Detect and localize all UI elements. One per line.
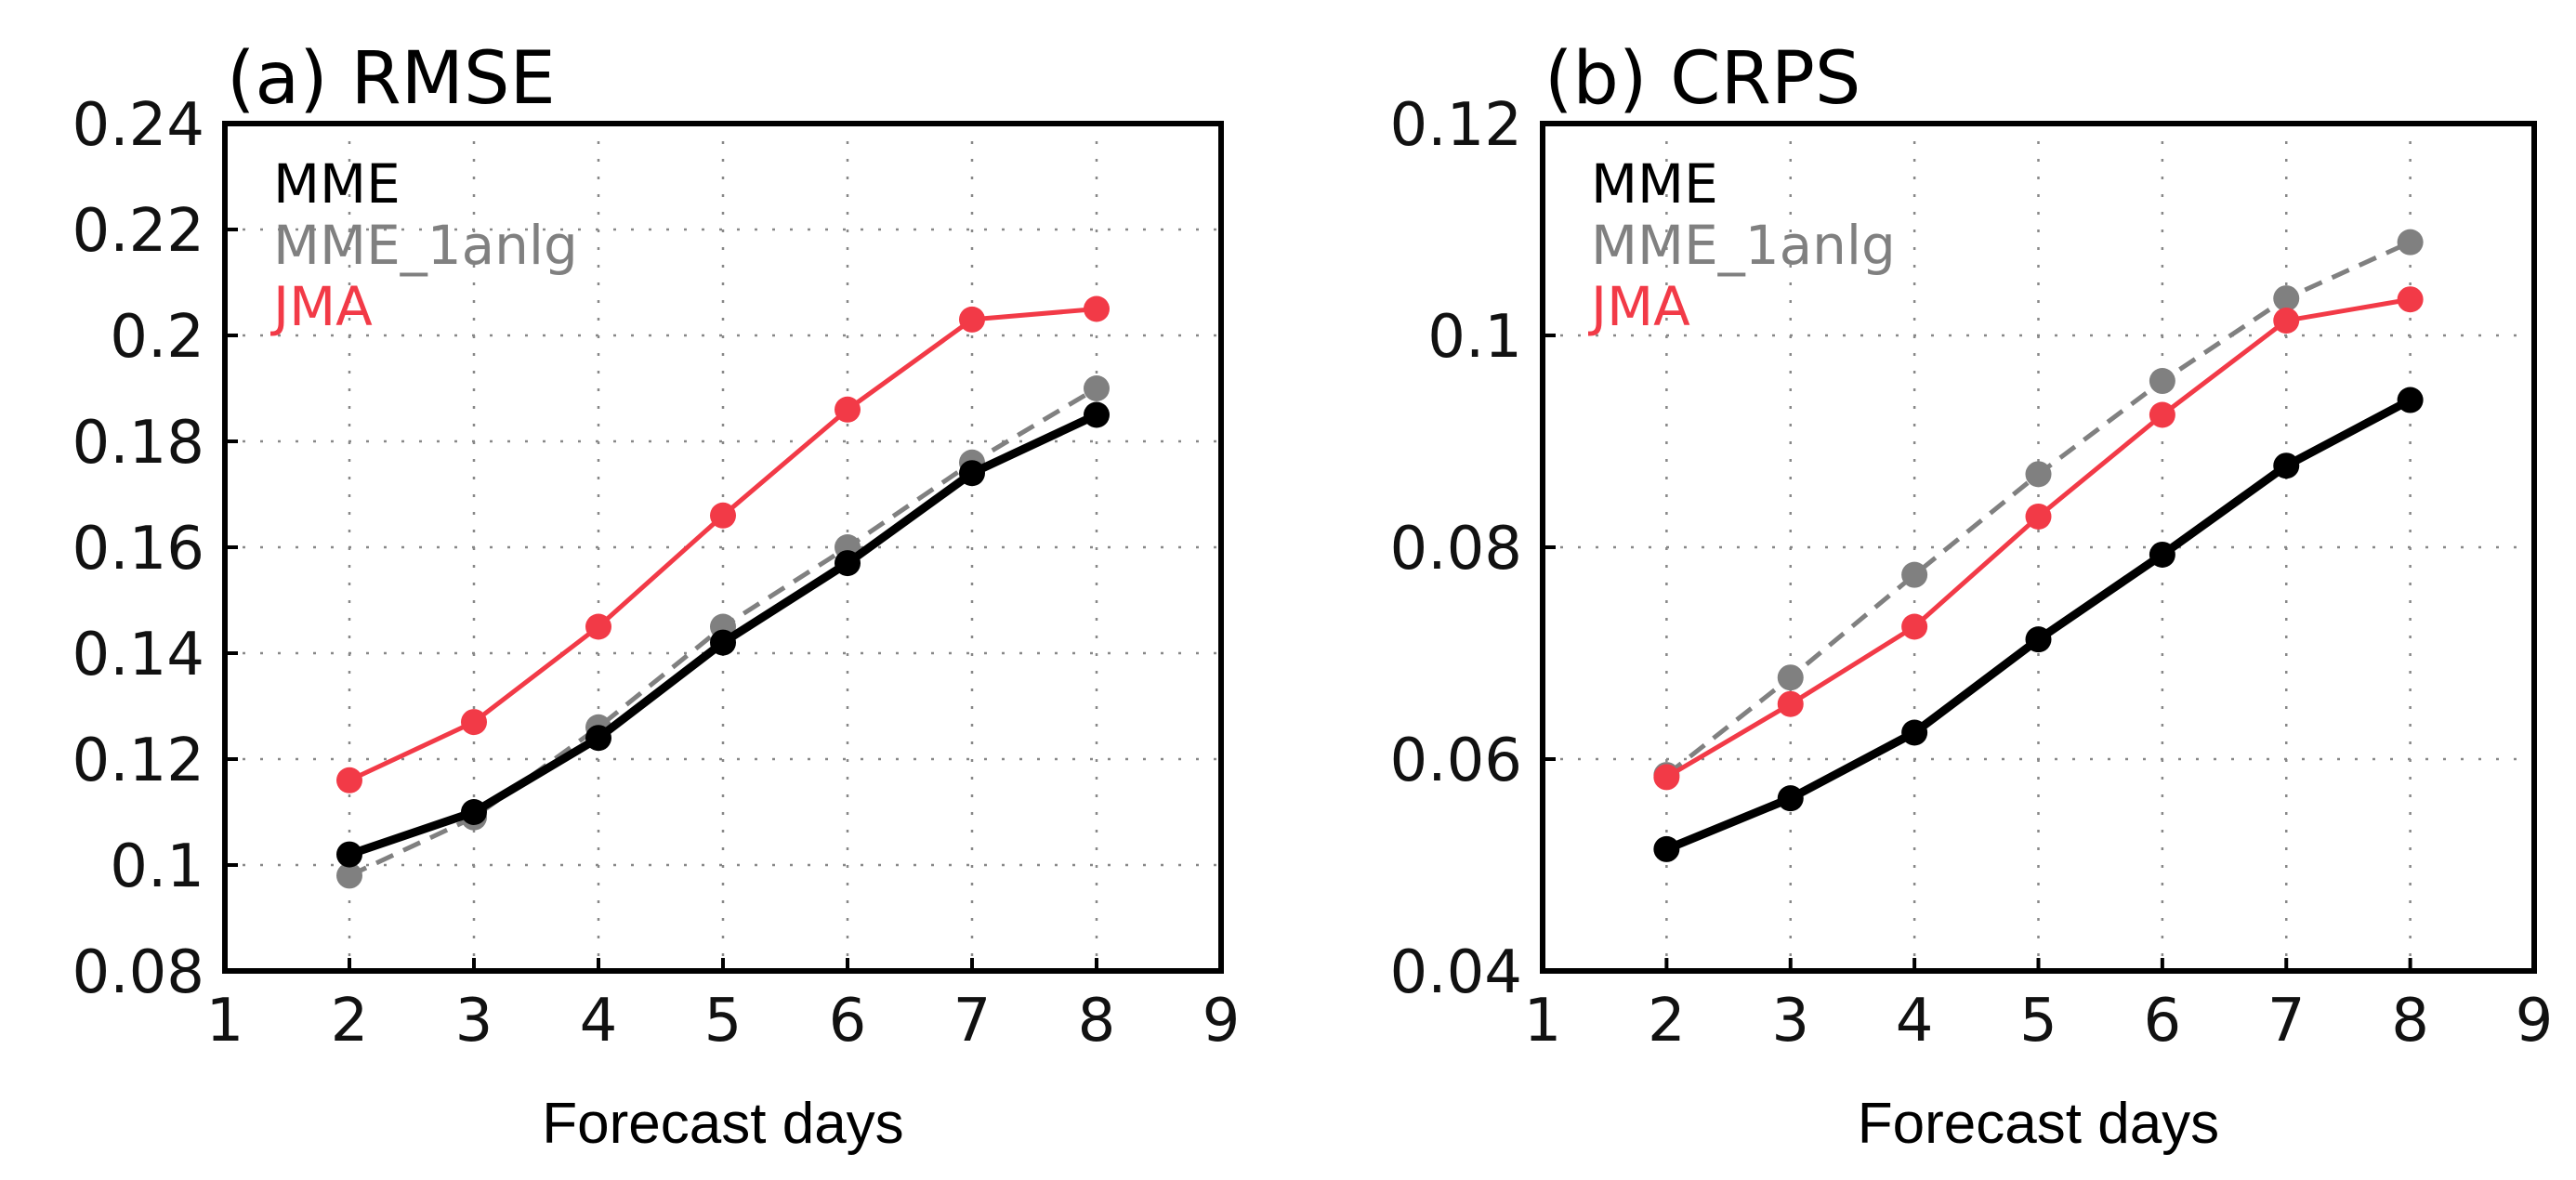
data-point (1901, 561, 1928, 588)
series-mme (336, 401, 1110, 868)
x-tick-label: 1 (1524, 987, 1562, 1055)
panel-crps: 1 2 3 4 5 6 7 8 9 0.04 0.06 0.08 0.1 0.12 (b) CRPS Fore… (1390, 37, 2554, 1156)
x-tick-label: 6 (829, 987, 867, 1055)
data-point (959, 460, 985, 487)
x-axis-label: Forecast days (1858, 1092, 2219, 1156)
x-tick-label: 2 (331, 987, 369, 1055)
x-tick-label: 7 (953, 987, 992, 1055)
data-point (336, 862, 362, 889)
data-point (2025, 626, 2052, 653)
data-point (461, 799, 487, 825)
data-point (710, 629, 736, 656)
x-tick-label: 2 (1648, 987, 1686, 1055)
data-point (461, 709, 487, 736)
data-point (1084, 375, 1110, 401)
panel-title-crps: (b) CRPS (1544, 37, 1860, 121)
series-jma (336, 295, 1110, 793)
y-tick-label: 0.1 (1427, 303, 1522, 372)
series-line (348, 307, 1097, 783)
x-tick-label: 4 (1896, 987, 1934, 1055)
y-tick-label: 0.12 (72, 727, 205, 795)
data-point (336, 841, 362, 868)
data-point (710, 502, 736, 529)
x-tick-label: 7 (2267, 987, 2306, 1055)
legend-entry-mme: MME (1591, 152, 1718, 216)
x-tick-label: 6 (2144, 987, 2182, 1055)
data-point (1901, 719, 1928, 746)
series-jma (1653, 286, 2424, 791)
y-tick-label: 0.08 (1390, 515, 1523, 583)
plot-frame (222, 121, 1224, 974)
data-point (585, 725, 611, 752)
legend-entry-mme-1anlg: MME_1anlg (1591, 214, 1896, 277)
y-tick-label: 0.22 (72, 197, 205, 266)
data-point (2397, 387, 2424, 413)
x-tick-label: 8 (2391, 987, 2429, 1055)
data-point (835, 396, 861, 423)
x-tick-label: 3 (455, 987, 493, 1055)
y-tick-label: 0.06 (1390, 727, 1523, 795)
data-point (2149, 401, 2175, 428)
y-tick-label: 0.04 (1390, 938, 1523, 1007)
x-tick-label: 5 (704, 987, 743, 1055)
x-tick-label: 9 (1203, 987, 1241, 1055)
data-point (2273, 308, 2300, 334)
x-tick-label: 4 (580, 987, 618, 1055)
y-tick-label: 0.18 (72, 409, 205, 478)
data-point (1084, 295, 1110, 322)
data-point (2149, 368, 2175, 395)
data-point (959, 306, 985, 333)
x-axis-label: Forecast days (542, 1092, 903, 1156)
x-tick-label: 9 (2516, 987, 2554, 1055)
panel-title-rmse: (a) RMSE (227, 37, 556, 121)
data-point (1777, 690, 1804, 717)
y-tick-label: 0.2 (110, 303, 204, 372)
y-tick-label: 0.14 (72, 621, 205, 689)
data-point (2149, 541, 2175, 568)
data-point (1653, 764, 1680, 791)
y-tick-label: 0.1 (110, 833, 204, 901)
y-tick-label: 0.08 (72, 938, 205, 1007)
legend-entry-jma: JMA (1588, 275, 1690, 338)
data-point (1777, 785, 1804, 812)
legend-entry-mme-1anlg: MME_1anlg (273, 214, 578, 277)
data-point (2273, 452, 2300, 479)
y-tick-label: 0.24 (72, 91, 205, 160)
y-tick-label: 0.12 (1390, 91, 1523, 160)
plot-frame (1540, 121, 2537, 974)
x-tick-label: 8 (1078, 987, 1116, 1055)
series-mme (1653, 387, 2424, 862)
x-tick-label: 5 (2019, 987, 2057, 1055)
y-tick-label: 0.16 (72, 515, 205, 583)
data-point (2025, 461, 2052, 488)
data-point (835, 550, 861, 577)
x-tick-label: 1 (206, 987, 244, 1055)
x-tick-label: 3 (1771, 987, 1809, 1055)
data-point (336, 767, 362, 793)
panel-rmse: 1 2 3 4 5 6 7 8 9 0.08 0.1 0.12 0.14 0.16 0.18 0.2 0.22 0… (72, 37, 1241, 1156)
data-point (2397, 286, 2424, 313)
data-point (1653, 835, 1680, 862)
legend-entry-jma: JMA (270, 275, 373, 338)
data-point (1084, 401, 1110, 428)
data-point (2273, 285, 2300, 312)
data-point (1777, 664, 1804, 691)
data-point (2025, 503, 2052, 530)
data-point (1901, 613, 1928, 640)
legend-entry-mme: MME (273, 152, 401, 216)
data-point (2397, 229, 2424, 256)
data-point (585, 613, 611, 640)
